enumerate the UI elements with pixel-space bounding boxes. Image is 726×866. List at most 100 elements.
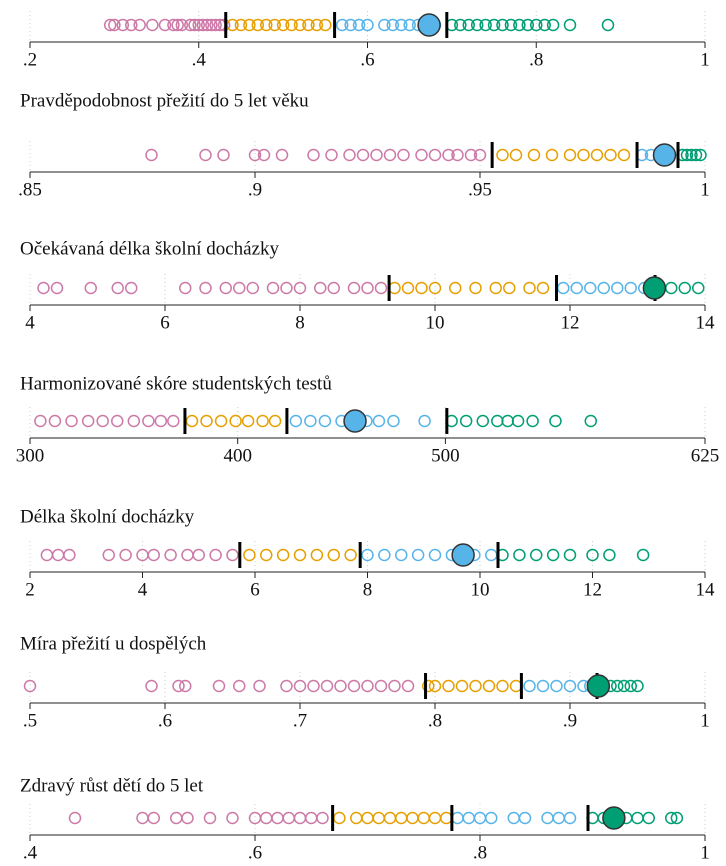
data-point <box>209 548 222 562</box>
data-point <box>401 679 415 693</box>
data-point <box>335 18 349 32</box>
data-point <box>586 548 599 562</box>
data-point <box>226 548 239 562</box>
data-point <box>356 148 370 162</box>
data-point <box>65 414 78 428</box>
x-tick-label: 8 <box>295 312 305 333</box>
data-point <box>108 18 121 32</box>
x-tick-label: .5 <box>23 710 37 731</box>
data-point <box>285 18 298 32</box>
data-point <box>469 679 482 693</box>
x-tick-label: .6 <box>248 842 262 863</box>
x-tick-label: .6 <box>158 710 172 731</box>
data-point <box>451 811 464 825</box>
x-tick-label: 1 <box>700 842 710 863</box>
data-point <box>234 18 248 32</box>
data-point <box>172 679 185 693</box>
data-point <box>170 811 183 825</box>
data-point <box>361 18 374 32</box>
data-point <box>154 414 168 428</box>
data-point <box>307 148 320 162</box>
data-point <box>386 18 400 32</box>
x-tick-label: 1 <box>700 49 710 70</box>
data-point <box>361 281 374 295</box>
x-tick-label: 625 <box>691 445 720 466</box>
data-point <box>428 679 442 693</box>
data-point <box>397 148 410 162</box>
data-point <box>318 414 332 428</box>
data-point <box>119 548 132 562</box>
data-point <box>289 414 303 428</box>
data-point <box>455 679 469 693</box>
data-point <box>271 811 284 825</box>
data-point <box>464 148 478 162</box>
data-point <box>209 18 222 32</box>
data-point <box>473 811 487 825</box>
data-point <box>513 18 526 32</box>
data-point <box>469 281 482 295</box>
data-point <box>428 811 442 825</box>
highlight-point <box>451 543 475 567</box>
data-point <box>442 679 455 693</box>
data-point <box>248 811 262 825</box>
data-point <box>449 281 462 295</box>
data-point <box>489 281 502 295</box>
data-point <box>200 414 213 428</box>
data-point <box>205 18 218 32</box>
data-point <box>538 18 551 32</box>
x-tick-label: .8 <box>529 49 543 70</box>
data-point <box>523 679 536 693</box>
data-point <box>352 18 366 32</box>
data-point <box>462 811 475 825</box>
data-point <box>454 18 467 32</box>
x-tick-label: 6 <box>160 312 170 333</box>
data-point <box>50 281 64 295</box>
x-tick-label: .95 <box>468 179 492 200</box>
data-point <box>513 548 526 562</box>
data-point <box>523 281 536 295</box>
data-point <box>158 18 172 32</box>
data-point <box>268 18 281 32</box>
data-point <box>305 811 318 825</box>
data-point <box>127 414 141 428</box>
data-point <box>316 811 329 825</box>
data-point <box>388 281 401 295</box>
data-point <box>507 811 520 825</box>
data-point <box>233 281 246 295</box>
data-point <box>577 148 590 162</box>
data-point <box>631 679 644 693</box>
data-point <box>563 548 577 562</box>
data-point <box>145 148 158 162</box>
data-point <box>501 414 514 428</box>
data-point <box>146 18 159 32</box>
data-point <box>327 548 340 562</box>
data-point <box>545 148 559 162</box>
data-point <box>48 414 62 428</box>
data-point <box>601 18 615 32</box>
data-point <box>418 414 431 428</box>
x-tick-label: 4 <box>25 312 35 333</box>
data-point <box>199 148 212 162</box>
data-point <box>276 18 290 32</box>
data-point <box>395 811 408 825</box>
panel-title: Harmonizované skóre studentských testů <box>20 373 332 394</box>
data-point <box>383 811 397 825</box>
x-tick-label: .9 <box>248 179 262 200</box>
data-point <box>310 548 324 562</box>
data-point <box>685 148 698 162</box>
data-point <box>217 18 231 32</box>
data-point <box>246 281 259 295</box>
x-tick-label: .6 <box>360 49 374 70</box>
data-point <box>692 281 705 295</box>
data-point <box>167 18 180 32</box>
data-point <box>503 281 516 295</box>
data-point <box>23 679 37 693</box>
data-point <box>214 414 228 428</box>
data-point <box>546 18 560 32</box>
data-point <box>387 414 400 428</box>
data-point <box>200 18 214 32</box>
data-point <box>102 548 115 562</box>
data-point <box>142 414 155 428</box>
data-point <box>415 281 428 295</box>
data-point <box>604 148 617 162</box>
